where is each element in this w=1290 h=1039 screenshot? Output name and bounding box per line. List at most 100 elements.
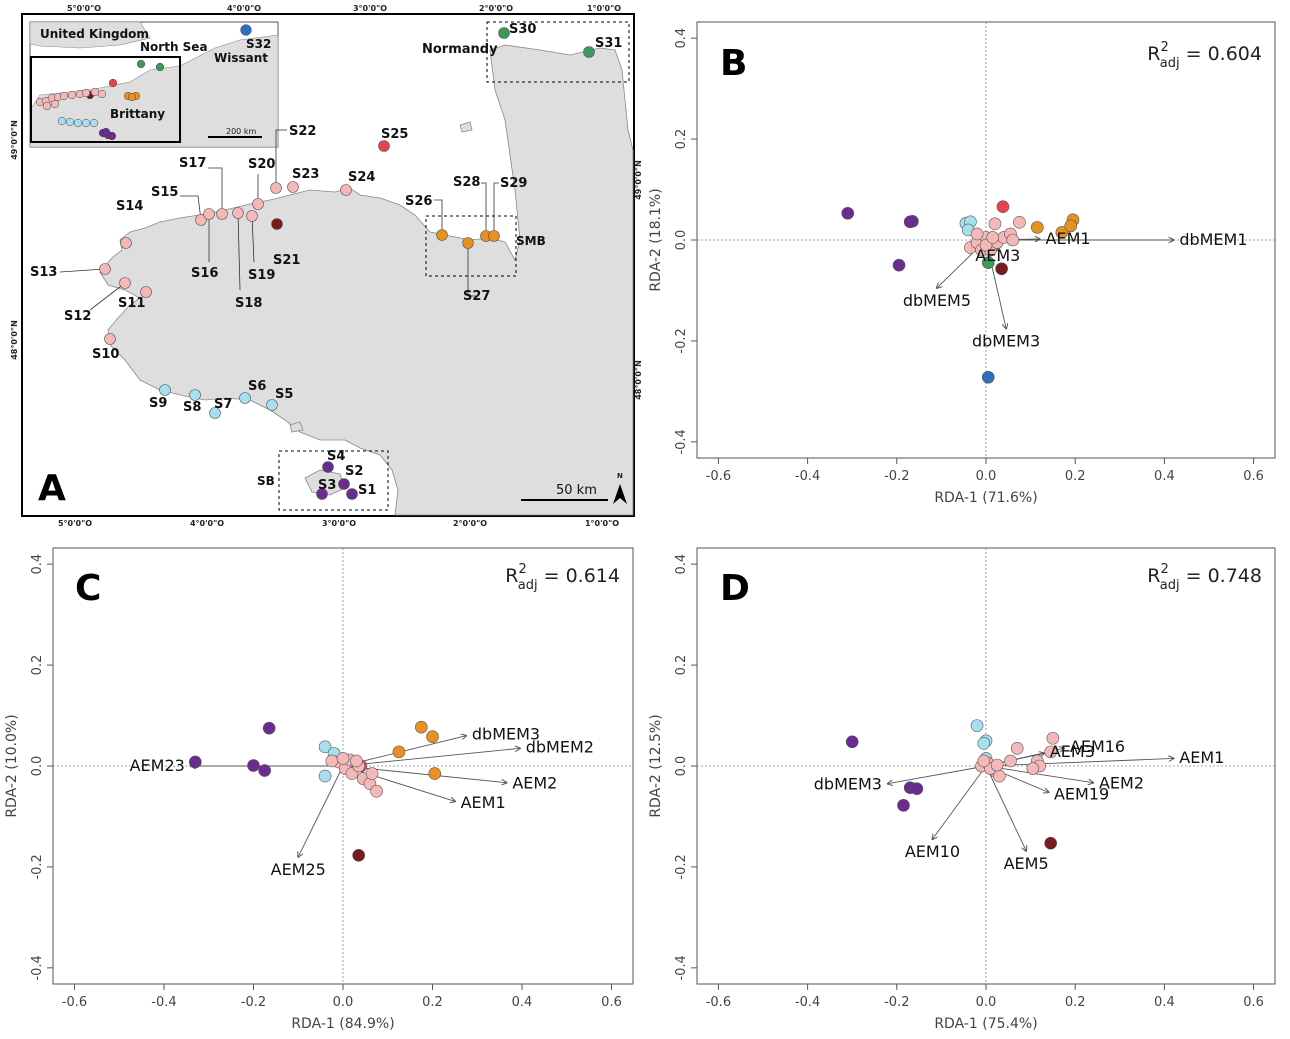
leader-line: [180, 195, 202, 221]
map-panel: 5°0'0"O 4°0'0"O 3°0'0"O 2°0'0"O 1°0'0"O 5°0'0…: [10, 4, 643, 528]
station-marker-s30: [498, 27, 510, 39]
station-marker-s29: [488, 230, 500, 242]
station-label-s14: S14: [116, 199, 143, 214]
site-point: [415, 720, 428, 734]
station-label-s9: S9: [149, 396, 167, 411]
station-label-s18: S18: [235, 296, 262, 311]
station-label-s10: S10: [92, 347, 119, 362]
site-point: [897, 799, 910, 812]
station-label-s15: S15: [151, 185, 178, 200]
x-tick-label: 0.4: [1154, 995, 1175, 1010]
site-point: [970, 227, 984, 241]
station-label-s21: S21: [273, 253, 300, 268]
x-axis-label: RDA-1 (75.4%): [934, 1016, 1037, 1032]
right-coordinate-label: 48°0'0"N: [634, 360, 643, 400]
station-label-s19: S19: [248, 268, 275, 283]
inset-north-sea-label: North Sea: [140, 40, 208, 54]
station-marker-s21: [271, 218, 283, 230]
normandy-label: Normandy: [422, 42, 498, 57]
station-label-s16: S16: [191, 266, 218, 281]
site-point: [841, 206, 855, 220]
station-leader-lines: [59, 129, 499, 311]
map-stations: S1 S2 S3 S4 S5 S6 S7 S8 S9 S10 S11 S12 S13 S14 S15 S16 S…: [30, 22, 622, 500]
site-point: [426, 730, 439, 744]
arrow-label: AEM10: [905, 842, 960, 861]
y-axis-label: RDA-2 (18.1%): [648, 188, 664, 291]
site-point: [903, 215, 917, 229]
loading-arrow: [985, 765, 1093, 783]
station-label-s29: S29: [500, 176, 527, 191]
x-tick-label: -0.6: [706, 995, 731, 1010]
x-tick-label: 0.0: [976, 469, 997, 484]
site-point: [428, 767, 442, 780]
site-point: [981, 256, 995, 270]
station-marker-s13: [99, 263, 111, 275]
site-point: [977, 736, 991, 750]
leader-line: [251, 215, 255, 263]
island-shape: [459, 121, 473, 133]
inset-station-dot: [81, 118, 91, 128]
y-tick-label: -0.2: [674, 328, 689, 353]
y-tick-label: -0.4: [674, 955, 689, 980]
station-label-s6: S6: [248, 379, 266, 394]
site-point: [1064, 219, 1078, 233]
station-label-s23: S23: [292, 167, 319, 182]
inset-stations: [35, 24, 252, 141]
panel-letter-d: D: [720, 568, 750, 609]
top-coordinate-label: 4°0'0"O: [227, 4, 261, 13]
site-point: [1026, 762, 1040, 775]
bottom-coordinate-label: 2°0'0"O: [453, 519, 487, 528]
x-tick-label: 0.2: [422, 995, 443, 1010]
inset-brittany-label: Brittany: [110, 107, 165, 121]
inset-station-dot: [59, 91, 69, 101]
station-label-s20: S20: [248, 157, 275, 172]
smb-label: SMB: [516, 234, 546, 248]
site-point: [910, 782, 924, 796]
arrow-label: dbMEM1: [1179, 230, 1247, 249]
x-tick-label: 0.6: [1243, 995, 1264, 1010]
station-label-s5: S5: [275, 387, 293, 402]
panel-d: -0.6 -0.4 -0.2 0.0 0.2 0.4 0.6 -0.4 -0.2 0.0 0.2 0.…: [648, 547, 1276, 1032]
rda-plots: -0.6 -0.4 -0.2 0.0 0.2 0.4 0.6 -0.4 -0.2 0.0 0.2 0.…: [4, 21, 1276, 1032]
station-marker-s22: [270, 182, 282, 194]
right-coordinate-label: 49°0'0"N: [634, 160, 643, 200]
inset-station-dot: [50, 99, 60, 109]
site-point: [990, 758, 1004, 772]
site-point: [1046, 731, 1060, 745]
x-tick-label: 0.0: [976, 995, 997, 1010]
top-coordinate-label: 5°0'0"O: [67, 4, 101, 13]
site-point: [892, 258, 906, 272]
station-label-s12: S12: [64, 309, 91, 324]
station-label-s27: S27: [463, 289, 490, 304]
x-tick-label: 0.4: [1154, 469, 1175, 484]
station-label-s3: S3: [318, 478, 336, 493]
station-label-s8: S8: [183, 400, 201, 415]
station-marker-s5: [266, 399, 278, 411]
site-point: [977, 754, 991, 768]
y-tick-label: 0.0: [30, 756, 45, 777]
site-point: [370, 784, 383, 798]
loading-arrow: [298, 765, 344, 857]
top-coordinate-label: 2°0'0"O: [479, 4, 513, 13]
station-label-s26: S26: [405, 194, 432, 209]
arrow-label: dbMEM3: [972, 331, 1040, 350]
x-axis-label: RDA-1 (84.9%): [291, 1016, 394, 1032]
left-coordinate-label: 49°0'0"N: [10, 120, 19, 160]
panel-b: -0.6 -0.4 -0.2 0.0 0.2 0.4 0.6 -0.4 -0.2 0.0 0.2 0.…: [648, 21, 1276, 506]
leader-line: [59, 268, 106, 273]
station-label-s28: S28: [453, 175, 480, 190]
site-point: [1013, 216, 1026, 229]
inset-station-dot: [155, 62, 165, 72]
station-label-s7: S7: [214, 397, 232, 412]
loading-arrow: [342, 748, 520, 767]
station-label-s1: S1: [358, 483, 376, 498]
arrow-label: AEM16: [1070, 737, 1125, 756]
station-label-s11: S11: [118, 296, 145, 311]
arrow-label: AEM3: [1050, 742, 1095, 761]
arrow-label: AEM5: [1004, 854, 1049, 873]
site-point: [318, 769, 332, 783]
site-point: [986, 231, 999, 244]
station-marker-s14: [120, 237, 132, 249]
x-tick-label: 0.0: [333, 995, 354, 1010]
station-marker-s25: [378, 140, 390, 152]
